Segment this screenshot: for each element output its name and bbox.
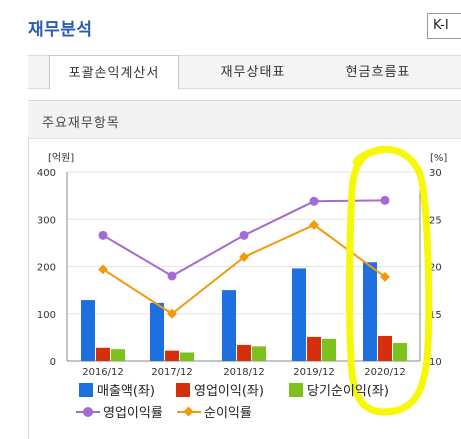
bar-1-2 bbox=[237, 344, 251, 361]
y-left-tick-label: 300 bbox=[37, 215, 56, 226]
bar-2-1 bbox=[180, 352, 194, 361]
legend-revenue[interactable]: 매출액(좌) bbox=[79, 380, 155, 399]
y-left-tick-label: 200 bbox=[37, 263, 56, 274]
tab-income-statement[interactable]: 포괄손익계산서 bbox=[49, 55, 179, 90]
bar-0-4 bbox=[363, 262, 377, 361]
bar-2-4 bbox=[393, 343, 407, 361]
x-tick-label: 2019/12 bbox=[293, 367, 335, 378]
legend-label: 매출액(좌) bbox=[97, 384, 155, 399]
legend-operating-margin[interactable]: 영업이익률 bbox=[76, 402, 163, 421]
highlight-annotation bbox=[345, 145, 433, 416]
bar-2-3 bbox=[322, 338, 336, 361]
y-right-tick-label: 15 bbox=[429, 310, 442, 321]
section-header: 주요재무항목 bbox=[28, 101, 461, 139]
y-right-tick-label: 30 bbox=[429, 168, 442, 179]
line-point-1-1 bbox=[167, 308, 177, 319]
bar-2-2 bbox=[252, 346, 266, 361]
legend-net-margin[interactable]: 순이익률 bbox=[177, 402, 252, 421]
legend-label: 영업이익(좌) bbox=[194, 384, 264, 399]
x-tick-label: 2018/12 bbox=[223, 367, 265, 378]
x-tick-label: 2017/12 bbox=[151, 367, 193, 378]
bar-0-3 bbox=[292, 268, 306, 361]
code-input[interactable]: K-I bbox=[427, 13, 461, 39]
legend-operating-profit[interactable]: 영업이익(좌) bbox=[176, 380, 264, 399]
section-title: 주요재무항목 bbox=[42, 116, 120, 131]
tab-bar: 포괄손익계산서 재무상태표 현금흐름표 bbox=[28, 55, 461, 90]
bar-1-1 bbox=[165, 350, 179, 361]
bar-1-0 bbox=[96, 347, 110, 361]
y-right-tick-label: 10 bbox=[429, 357, 442, 368]
line-point-0-0 bbox=[98, 230, 108, 240]
y-right-unit-label: [%] bbox=[430, 153, 447, 164]
legend-swatch bbox=[289, 383, 303, 397]
bar-0-0 bbox=[81, 300, 95, 361]
legend-label: 순이익률 bbox=[204, 406, 252, 421]
legend-label: 영업이익률 bbox=[103, 406, 163, 421]
line-point-1-0 bbox=[98, 264, 108, 275]
y-right-tick-label: 25 bbox=[429, 215, 442, 226]
legend-net-income[interactable]: 당기순이익(좌) bbox=[289, 380, 389, 399]
bar-2-0 bbox=[111, 349, 125, 361]
y-left-tick-label: 100 bbox=[37, 310, 56, 321]
line-point-0-1 bbox=[167, 271, 177, 281]
line-point-1-3 bbox=[309, 219, 319, 230]
legend-label: 당기순이익(좌) bbox=[307, 384, 389, 399]
tab-balance-sheet[interactable]: 재무상태표 bbox=[220, 65, 286, 80]
page-title: 재무분석 bbox=[28, 20, 93, 40]
y-right-tick-label: 20 bbox=[429, 263, 442, 274]
line-point-0-3 bbox=[309, 196, 319, 206]
line-point-0-2 bbox=[239, 230, 249, 240]
y-left-unit-label: [억원] bbox=[48, 152, 74, 164]
bar-0-1 bbox=[150, 302, 164, 361]
legend-line-marker bbox=[76, 407, 100, 417]
tab-cash-flow[interactable]: 현금흐름표 bbox=[345, 65, 411, 80]
line-point-1-4 bbox=[380, 271, 390, 282]
x-tick-label: 2016/12 bbox=[82, 367, 124, 378]
legend-swatch bbox=[176, 383, 190, 397]
bar-0-2 bbox=[222, 290, 236, 361]
y-left-tick-label: 400 bbox=[37, 168, 56, 179]
legend-swatch bbox=[79, 383, 93, 397]
x-tick-label: 2020/12 bbox=[364, 367, 406, 378]
line-point-0-4 bbox=[380, 195, 390, 205]
bar-1-4 bbox=[378, 335, 392, 361]
chart-panel bbox=[28, 100, 461, 439]
bar-1-3 bbox=[307, 336, 321, 361]
y-left-tick-label: 0 bbox=[50, 357, 56, 368]
legend-line-marker bbox=[177, 406, 201, 417]
